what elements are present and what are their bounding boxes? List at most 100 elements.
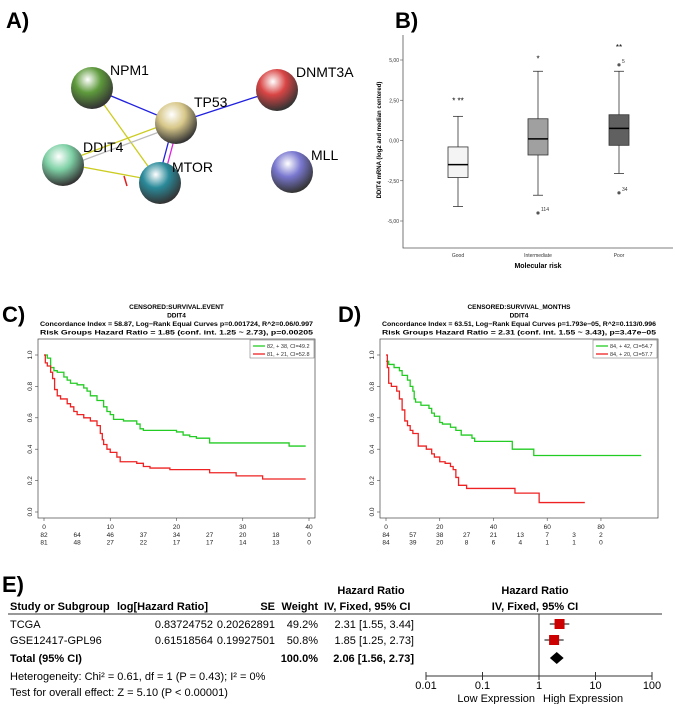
x-tick-label: Intermediate (524, 253, 552, 259)
x-tick-label: 60 (544, 524, 552, 531)
y-tick-label: 1.0 (369, 350, 376, 359)
forest-text: TCGA (10, 619, 41, 631)
forest-text: 0.20262891 (217, 619, 275, 631)
x-tick-label: 30 (239, 524, 247, 531)
risk-table-value: 39 (409, 540, 417, 547)
forest-text: Study or Subgroup (10, 601, 110, 613)
y-tick-label: 0.4 (27, 444, 34, 453)
inhibition-marker (123, 175, 128, 187)
protein-label-tp53: TP53 (194, 94, 228, 110)
risk-table-value: 21 (490, 532, 498, 539)
forest-text: 49.2% (287, 619, 318, 631)
risk-table-value: 84 (382, 532, 390, 539)
forest-text: Heterogeneity: Chi² = 0.61, df = 1 (P = … (10, 671, 266, 683)
x-tick-label: Poor (614, 253, 625, 259)
forest-text: GSE12417-GPL96 (10, 635, 102, 647)
x-tick-label: 0 (384, 524, 388, 531)
risk-table-value: 27 (206, 532, 214, 539)
x-tick-label: 40 (305, 524, 313, 531)
y-tick-label: 0.8 (27, 382, 34, 391)
forest-text: log[Hazard Ratio] (117, 601, 208, 613)
axis-tick-label: 100 (643, 680, 661, 692)
forest-text: Hazard Ratio (337, 585, 405, 597)
risk-table-value: 46 (107, 532, 115, 539)
axis-tick-label: 0.01 (415, 680, 436, 692)
legend-label: 84, + 42, CI=54.7 (610, 344, 653, 350)
y-tick-label: 0.8 (369, 382, 376, 391)
hr-marker (554, 619, 565, 629)
risk-table-value: 7 (545, 532, 549, 539)
forest-text: Hazard Ratio (501, 585, 569, 597)
protein-node-dnmt3a (256, 69, 298, 111)
plot-title-line: DDIT4 (167, 313, 186, 320)
panel-label-d: D) (338, 302, 361, 327)
high-expression-label: High Expression (543, 693, 623, 704)
boxplot-panel: 5,00 2,50 0,00 -2,50 -5,00 DDIT4 mRNA (log2 a… (377, 35, 673, 270)
y-tick-label: 0.0 (369, 507, 376, 516)
risk-table-value: 48 (74, 540, 82, 547)
risk-table-value: 2 (599, 532, 603, 539)
legend-box (592, 339, 658, 359)
risk-table-value: 4 (519, 540, 523, 547)
protein-label-mll: MLL (311, 147, 338, 163)
forest-text: Total (95% CI) (10, 653, 82, 665)
y-tick-label: 0,00 (389, 139, 399, 145)
x-axis-label: Molecular risk (514, 263, 561, 270)
y-tick-label: 0.0 (27, 507, 34, 516)
risk-table-value: 3 (572, 532, 576, 539)
risk-table-value: 17 (206, 540, 214, 547)
x-tick-label: Good (452, 253, 464, 259)
y-tick-label: 0.6 (27, 413, 34, 422)
risk-table-value: 18 (272, 532, 280, 539)
forest-text: SE (260, 601, 275, 613)
risk-table-value: 27 (107, 540, 115, 547)
y-tick-label: 0.6 (369, 413, 376, 422)
significance-stars: ** (616, 43, 622, 52)
risk-table-value: 57 (409, 532, 417, 539)
axes (402, 35, 673, 249)
protein-node-npm1 (71, 67, 113, 109)
protein-label-dnmt3a: DNMT3A (296, 64, 354, 80)
panel-label-a: A) (6, 8, 29, 33)
plot-title-line: Risk Groups Hazard Ratio = 1.85 (conf. i… (40, 330, 313, 337)
risk-table-value: 64 (74, 532, 82, 539)
outlier-point (617, 63, 621, 67)
protein-node-tp53 (155, 102, 197, 144)
axis-tick-label: 10 (589, 680, 601, 692)
km-plot-d: CENSORED:SURVIVAL_MONTHS DDIT4Concordance… (369, 304, 659, 547)
risk-table-value: 13 (272, 540, 280, 547)
forest-text: 2.31 [1.55, 3.44] (334, 619, 414, 631)
axis-tick-label: 1 (536, 680, 542, 692)
forest-text: IV, Fixed, 95% CI (324, 601, 410, 613)
y-axis-label: DDIT4 mRNA (log2 and median centered) (377, 82, 383, 199)
y-tick-label: 0.2 (369, 476, 376, 485)
panel-label-b: B) (395, 8, 418, 33)
risk-table-value: 17 (173, 540, 181, 547)
legend-label: 81, + 21, CI=52.8 (267, 352, 310, 358)
risk-table-value: 27 (463, 532, 471, 539)
forest-text: 0.83724752 (155, 619, 213, 631)
protein-node-ddit4 (42, 144, 84, 186)
plot-frame (379, 338, 659, 519)
outlier-point (617, 191, 621, 195)
risk-table-value: 34 (173, 532, 181, 539)
x-tick-label: 40 (490, 524, 498, 531)
plot-title-line: CENSORED:SURVIVAL.EVENT (129, 304, 224, 311)
protein-node-mtor (139, 162, 181, 204)
survival-curve-high (44, 354, 306, 480)
plot-title-line: Concordance Index = 63.51, Log−Rank Equa… (382, 320, 656, 328)
x-tick-label: 20 (436, 524, 444, 531)
forest-text: IV, Fixed, 95% CI (492, 601, 578, 613)
outlier-label: 5 (622, 59, 625, 65)
x-tick-label: 80 (597, 524, 605, 531)
km-plot-c: CENSORED:SURVIVAL.EVENT DDIT4Concordance … (27, 304, 316, 547)
protein-node-mll (271, 151, 313, 193)
legend-label: 84, + 20, CI=57.7 (610, 352, 653, 358)
forest-text: 1.85 [1.25, 2.73] (334, 635, 414, 647)
forest-text: 2.06 [1.56, 2.73] (333, 653, 414, 665)
risk-table-value: 14 (239, 540, 247, 547)
significance-stars: * (536, 54, 539, 63)
forest-text: Weight (282, 601, 319, 613)
